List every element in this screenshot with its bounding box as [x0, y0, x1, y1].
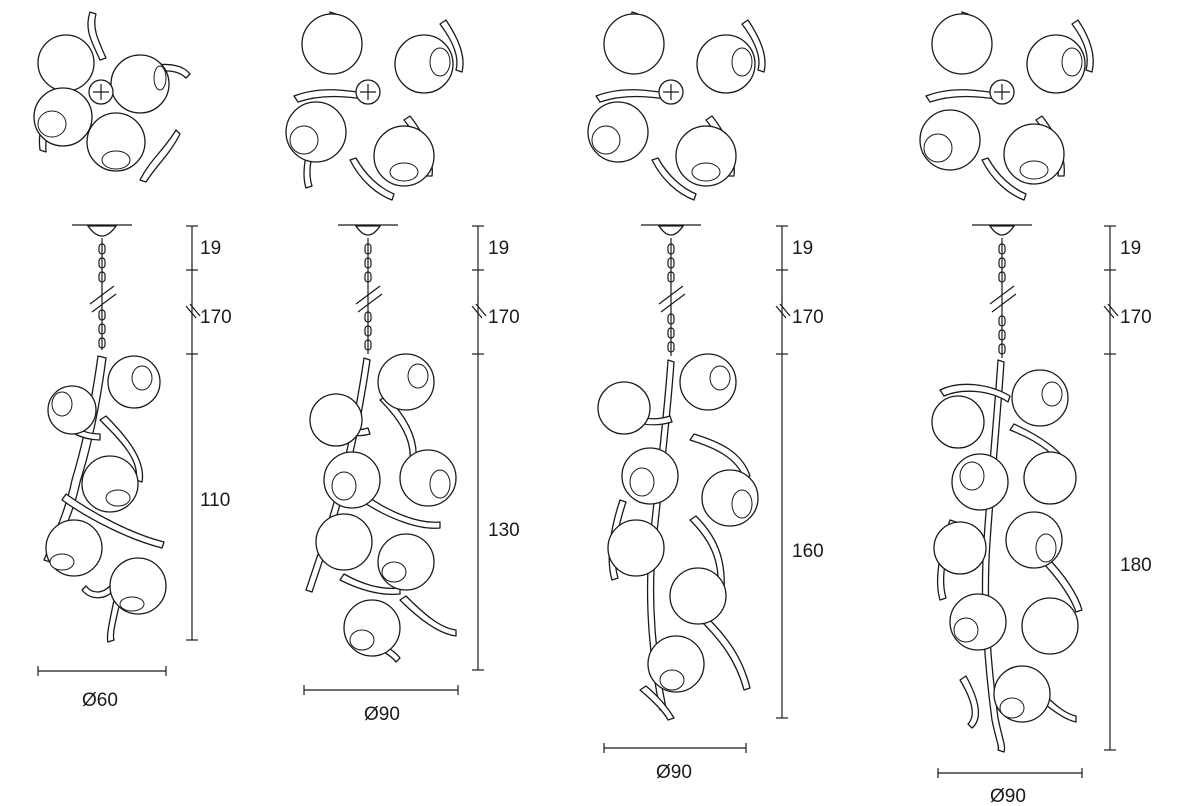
- dim-diameter-label-3: Ø90: [656, 762, 692, 783]
- dim-body-label-1: 110: [200, 490, 230, 511]
- variant-2: 19 170 130 Ø90: [285, 11, 520, 725]
- suspension-1: [72, 224, 132, 350]
- top-view-2: [285, 11, 464, 201]
- dimension-lines-3: [603, 225, 791, 753]
- dim-top-label-1: 19: [200, 238, 221, 259]
- dim-top-label-3: 19: [792, 238, 813, 259]
- front-view-3: [597, 353, 759, 721]
- variant-4: 19 170 180 Ø90: [919, 11, 1152, 806]
- dim-body-label-3: 160: [792, 541, 824, 562]
- suspension-3: [641, 224, 701, 356]
- variant-3: 19 170 160 Ø90: [587, 11, 824, 783]
- dim-body-label-4: 180: [1120, 555, 1152, 576]
- dim-diameter-label-4: Ø90: [990, 786, 1026, 806]
- dim-chain-label-1: 170: [200, 307, 232, 328]
- dim-top-label-4: 19: [1120, 238, 1141, 259]
- suspension-2: [338, 224, 398, 354]
- front-view-2: [305, 353, 457, 663]
- front-view-1: [43, 355, 167, 643]
- dimension-lines-4: [937, 225, 1119, 778]
- dim-top-label-2: 19: [488, 238, 509, 259]
- dim-diameter-label-2: Ø90: [364, 704, 400, 725]
- dim-diameter-label-1: Ø60: [82, 690, 118, 711]
- dim-chain-label-3: 170: [792, 307, 824, 328]
- dim-chain-label-4: 170: [1120, 307, 1152, 328]
- dimension-lines-1: [37, 225, 201, 676]
- top-view-3: [587, 11, 766, 201]
- dimension-lines-2: [303, 225, 487, 695]
- top-view-1: [33, 11, 191, 183]
- dim-body-label-2: 130: [488, 520, 520, 541]
- front-view-4: [931, 359, 1083, 753]
- suspension-4: [972, 224, 1032, 358]
- top-view-4: [919, 11, 1094, 201]
- variant-1: 19 170 110 Ø60: [33, 11, 232, 711]
- dim-chain-label-2: 170: [488, 307, 520, 328]
